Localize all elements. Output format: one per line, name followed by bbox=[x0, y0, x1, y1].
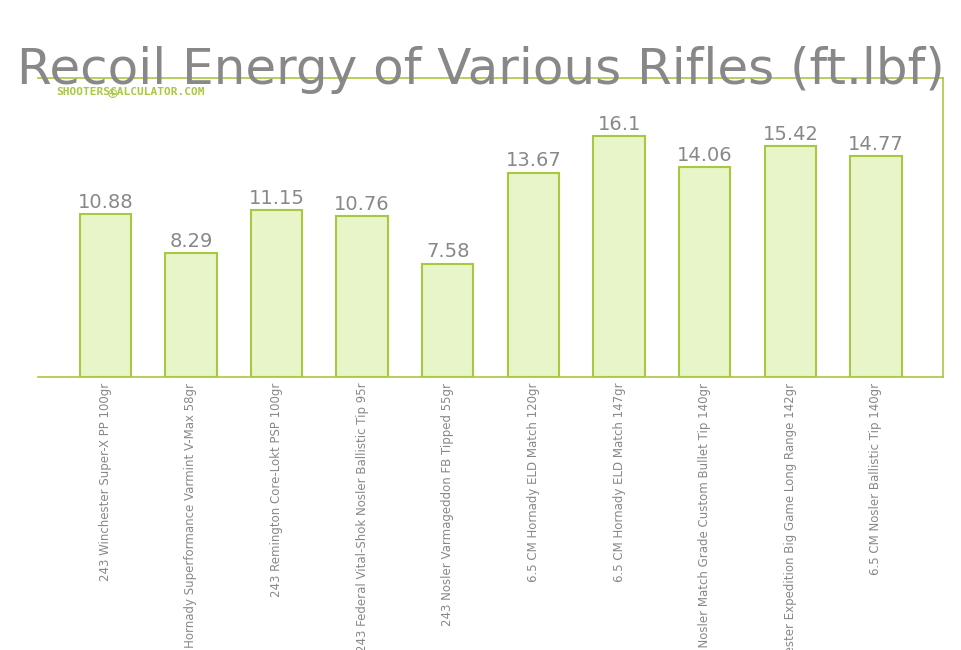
Text: 11.15: 11.15 bbox=[248, 189, 305, 208]
Text: 10.88: 10.88 bbox=[78, 193, 133, 212]
Bar bbox=[336, 216, 387, 377]
Bar bbox=[507, 173, 558, 377]
Text: ⊕: ⊕ bbox=[106, 87, 118, 101]
Text: 13.67: 13.67 bbox=[505, 151, 560, 170]
Bar bbox=[850, 156, 900, 377]
Bar bbox=[80, 214, 131, 377]
Text: SHOOTERSCALCULATOR.COM: SHOOTERSCALCULATOR.COM bbox=[57, 87, 205, 97]
Text: 14.77: 14.77 bbox=[848, 135, 903, 154]
Bar bbox=[251, 211, 302, 377]
Bar bbox=[165, 253, 216, 377]
Bar bbox=[764, 146, 815, 377]
Text: 14.06: 14.06 bbox=[677, 146, 731, 164]
Text: 7.58: 7.58 bbox=[426, 242, 469, 261]
Bar bbox=[678, 167, 729, 377]
Bar bbox=[593, 136, 644, 377]
Text: 16.1: 16.1 bbox=[597, 115, 640, 134]
Text: 8.29: 8.29 bbox=[169, 232, 212, 251]
Text: 15.42: 15.42 bbox=[762, 125, 818, 144]
Text: 10.76: 10.76 bbox=[334, 195, 389, 214]
Bar bbox=[422, 264, 473, 377]
Text: Recoil Energy of Various Rifles (ft.lbf): Recoil Energy of Various Rifles (ft.lbf) bbox=[17, 46, 944, 94]
